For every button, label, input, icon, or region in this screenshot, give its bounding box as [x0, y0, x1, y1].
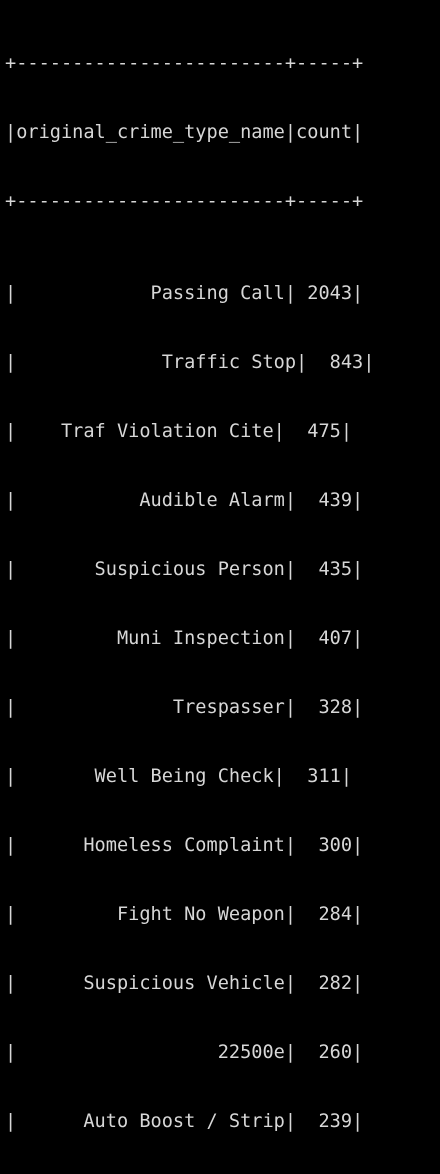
table-row: | Passing Call| 2043| [5, 283, 364, 304]
table-row: | Fight No Weapon| 284| [5, 904, 364, 925]
table-row: | Well Being Check| 311| [5, 766, 353, 787]
table-header: |original_crime_type_name|count| [5, 122, 364, 143]
table-row: | Audible Alarm| 439| [5, 490, 364, 511]
terminal-output: +------------------------+-----+ |origin… [5, 6, 374, 1174]
table-border-top: +------------------------+-----+ [5, 53, 364, 74]
table-row: | Traf Violation Cite| 475| [5, 421, 353, 442]
table-row: | Muni Inspection| 407| [5, 628, 364, 649]
table-row: | Homeless Complaint| 300| [5, 835, 364, 856]
table-row: | Traffic Stop| 843| [5, 352, 375, 373]
table-row: | Suspicious Person| 435| [5, 559, 364, 580]
table-row: | Suspicious Vehicle| 282| [5, 973, 364, 994]
table-row: | Auto Boost / Strip| 239| [5, 1111, 364, 1132]
table-row: | Trespasser| 328| [5, 697, 364, 718]
table-row: | 22500e| 260| [5, 1042, 364, 1063]
table-border-header: +------------------------+-----+ [5, 191, 364, 212]
